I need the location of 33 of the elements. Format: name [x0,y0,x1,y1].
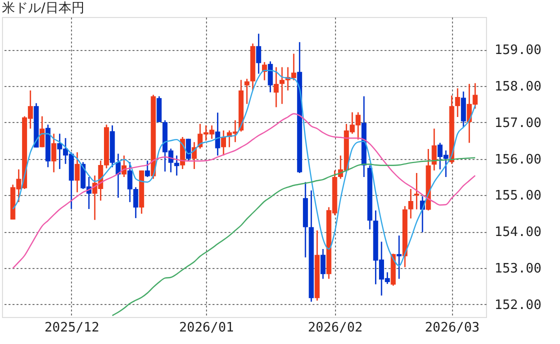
y-tick-label: 159.00 [494,43,542,58]
candlestick [156,96,162,123]
candlestick [174,154,180,176]
x-tick-label: 2026/01 [179,320,234,336]
candlestick [432,128,437,172]
x-tick-label: 2026/03 [424,320,480,336]
candlestick [408,188,414,220]
candlestick [244,78,250,105]
y-tick-label: 158.00 [494,80,542,95]
candlestick [215,112,220,156]
candlestick [320,248,326,280]
candlestick [221,130,226,156]
x-tick-label: 2026/02 [308,320,363,336]
candlestick [74,152,80,193]
y-tick-label: 152.00 [494,298,542,313]
candlestick [455,88,460,118]
y-tick-label: 153.00 [494,261,542,276]
chart-title: 米ドル/日本円 [2,1,84,16]
y-tick-label: 155.00 [494,188,542,204]
candlestick [144,160,150,178]
candlestick [414,172,420,210]
candlestick [460,90,466,128]
candlestick [396,234,402,280]
candlestick [51,133,56,173]
candlestick [268,60,273,93]
candlestick [274,66,279,108]
y-tick-label: 156.00 [494,152,542,168]
candlestick [40,116,45,148]
y-tick-label: 154.00 [494,225,542,240]
candlestick [256,33,262,74]
y-tick-label: 157.00 [494,116,542,131]
line-series [12,113,476,269]
x-tick-label: 2025/12 [44,320,100,336]
